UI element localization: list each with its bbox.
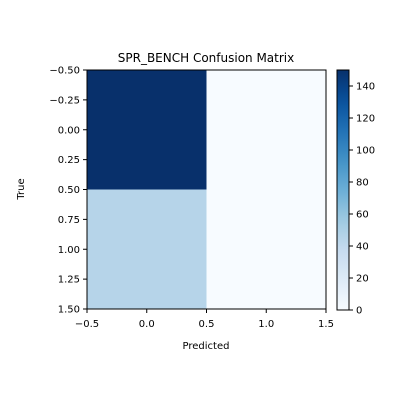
x-tick-label: −0.5 (75, 319, 99, 330)
colorbar-tick-label: 120 (356, 114, 375, 125)
x-tick-label: 1.0 (258, 319, 274, 330)
heatmap-cell-1-0 (87, 189, 207, 309)
colorbar-gradient (336, 69, 350, 311)
colorbar-tick-label: 100 (356, 146, 375, 157)
y-tick-label: 0.50 (58, 185, 80, 196)
y-tick-label: 0.25 (58, 155, 80, 166)
x-tick-label: 1.5 (318, 319, 334, 330)
y-tick-label: 1.50 (58, 305, 80, 316)
colorbar-tick-label: 20 (356, 274, 369, 285)
heatmap-cell-0-0 (87, 70, 207, 190)
y-tick-label: 0.75 (58, 215, 80, 226)
colorbar-tick-label: 60 (356, 210, 369, 221)
y-tick-label: 0.00 (58, 125, 80, 136)
colorbar-tick-label: 140 (356, 82, 375, 93)
colorbar-tick-label: 80 (356, 178, 369, 189)
x-axis-ticks: −0.5 0.0 0.5 1.0 1.5 (75, 309, 334, 330)
y-axis-label: True (16, 178, 27, 200)
y-tick-label: −0.25 (49, 95, 80, 106)
y-axis-ticks: −0.50 −0.25 0.00 0.25 0.50 0.75 1.00 1.25 1.50 (49, 66, 87, 316)
colorbar: 0 20 40 60 80 100 120 140 (336, 69, 375, 317)
colorbar-tick-label: 0 (356, 306, 362, 317)
x-tick-label: 0.0 (139, 319, 155, 330)
y-tick-label: 1.25 (58, 275, 80, 286)
x-axis-label: Predicted (183, 341, 230, 352)
y-tick-label: 1.00 (58, 245, 80, 256)
heatmap-cell-0-1 (206, 70, 326, 190)
chart-title: SPR_BENCH Confusion Matrix (118, 51, 294, 65)
x-tick-label: 0.5 (199, 319, 215, 330)
colorbar-tick-label: 40 (356, 242, 369, 253)
heatmap-cells (87, 70, 326, 309)
heatmap-cell-1-1 (206, 189, 326, 309)
y-tick-label: −0.50 (49, 66, 80, 77)
